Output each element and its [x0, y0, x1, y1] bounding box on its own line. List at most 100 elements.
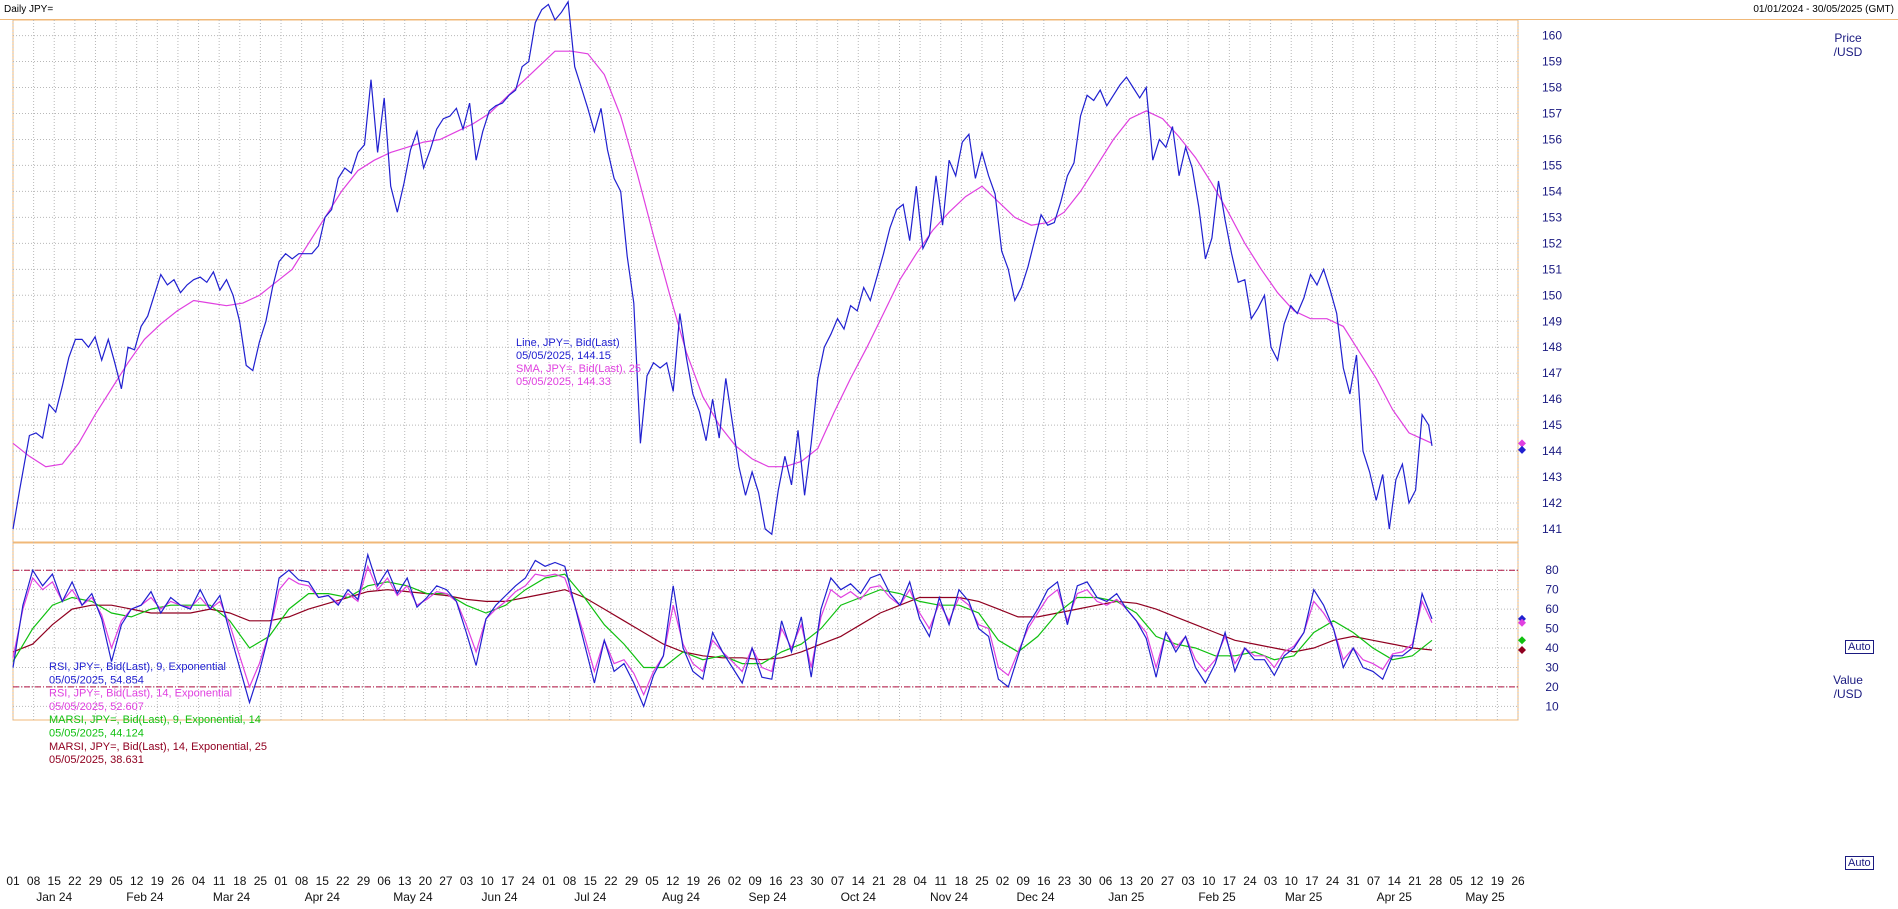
price-legend-entry: Line, JPY=, Bid(Last) [516, 337, 620, 349]
x-month-label: Mar 24 [213, 890, 251, 904]
x-day-tick-label: 03 [1181, 874, 1195, 888]
x-day-tick-label: 15 [584, 874, 598, 888]
indicator-legend-entry: 05/05/2025, 52.607 [49, 701, 144, 713]
x-day-tick-label: 13 [1120, 874, 1134, 888]
indicator-tick-label: 30 [1545, 660, 1559, 674]
x-day-tick-label: 03 [460, 874, 474, 888]
price-legend-entry: SMA, JPY=, Bid(Last), 25 [516, 363, 641, 375]
x-day-tick-label: 15 [316, 874, 330, 888]
price-tick-label: 159 [1542, 55, 1562, 69]
sma-line [12, 50, 1433, 468]
x-day-tick-label: 10 [1202, 874, 1216, 888]
x-day-tick-label: 11 [213, 874, 226, 888]
x-day-tick-label: 16 [769, 874, 783, 888]
x-day-tick-label: 02 [996, 874, 1010, 888]
indicator-legend-entry: 05/05/2025, 54.854 [49, 674, 144, 686]
x-day-tick-label: 29 [357, 874, 371, 888]
x-month-label: Nov 24 [930, 890, 968, 904]
x-day-tick-label: 19 [151, 874, 165, 888]
x-day-tick-label: 28 [1429, 874, 1443, 888]
x-day-tick-label: 14 [852, 874, 866, 888]
x-day-tick-label: 10 [1285, 874, 1299, 888]
indicator-legend-entry: 05/05/2025, 38.631 [49, 754, 144, 766]
price-tick-label: 147 [1542, 366, 1562, 380]
x-day-tick-label: 08 [295, 874, 309, 888]
indicator-last-marker [1518, 645, 1526, 654]
x-day-tick-label: 04 [913, 874, 927, 888]
x-day-tick-label: 27 [439, 874, 453, 888]
price-tick-label: 141 [1542, 522, 1562, 536]
indicator-last-marker [1518, 636, 1526, 645]
price-axis-unit: /USD [1834, 45, 1863, 59]
x-day-tick-label: 27 [1161, 874, 1175, 888]
price-tick-label: 154 [1542, 184, 1562, 198]
x-day-tick-label: 23 [1058, 874, 1072, 888]
x-day-tick-label: 05 [1449, 874, 1463, 888]
x-day-tick-label: 24 [1243, 874, 1257, 888]
x-month-label: Jul 24 [574, 890, 606, 904]
x-month-label: Jan 24 [36, 890, 72, 904]
x-month-label: Jan 25 [1108, 890, 1144, 904]
x-day-tick-label: 21 [1408, 874, 1422, 888]
x-day-tick-label: 19 [687, 874, 701, 888]
x-day-tick-label: 15 [48, 874, 62, 888]
indicator-panel-frame [12, 542, 1519, 721]
price-tick-label: 149 [1542, 314, 1562, 328]
x-day-tick-label: 13 [398, 874, 412, 888]
x-day-tick-label: 19 [1491, 874, 1505, 888]
price-legend-entry: 05/05/2025, 144.15 [516, 350, 611, 362]
x-day-tick-label: 12 [130, 874, 144, 888]
x-day-tick-label: 05 [109, 874, 123, 888]
indicator-tick-label: 50 [1545, 622, 1559, 636]
x-day-tick-label: 06 [1099, 874, 1113, 888]
indicator-tick-label: 40 [1545, 641, 1559, 655]
indicator-legend-entry: MARSI, JPY=, Bid(Last), 14, Exponential,… [49, 741, 267, 753]
x-day-tick-label: 23 [790, 874, 804, 888]
price-legend-entry: 05/05/2025, 144.33 [516, 376, 611, 388]
indicator-auto-scale-button[interactable]: Auto [1845, 856, 1874, 870]
rsi-9-line [12, 552, 1433, 709]
x-day-tick-label: 08 [27, 874, 41, 888]
x-month-label: May 25 [1465, 890, 1505, 904]
x-day-tick-label: 25 [254, 874, 268, 888]
x-day-tick-label: 01 [6, 874, 20, 888]
x-day-tick-label: 08 [563, 874, 577, 888]
x-day-tick-label: 30 [1078, 874, 1092, 888]
price-tick-label: 142 [1542, 496, 1562, 510]
x-day-tick-label: 17 [501, 874, 515, 888]
price-auto-scale-button[interactable]: Auto [1845, 640, 1874, 654]
price-tick-label: 157 [1542, 106, 1562, 120]
x-day-tick-label: 20 [419, 874, 433, 888]
x-month-label: Sep 24 [749, 890, 787, 904]
indicator-legend-entry: MARSI, JPY=, Bid(Last), 9, Exponential, … [49, 714, 261, 726]
price-tick-label: 158 [1542, 81, 1562, 95]
sma-last-marker [1518, 439, 1526, 448]
indicator-tick-label: 80 [1545, 563, 1559, 577]
x-day-tick-label: 06 [377, 874, 391, 888]
price-tick-label: 151 [1542, 262, 1562, 276]
indicator-axis-unit: /USD [1834, 687, 1863, 701]
x-day-tick-label: 24 [1326, 874, 1340, 888]
x-day-tick-label: 14 [1388, 874, 1402, 888]
rsi-14-line [12, 564, 1433, 697]
price-line [12, 0, 1433, 536]
x-day-tick-label: 22 [68, 874, 82, 888]
x-day-tick-label: 21 [872, 874, 886, 888]
marsi-14-line [12, 589, 1433, 661]
indicator-axis-title: Value [1833, 673, 1863, 687]
x-day-tick-label: 17 [1223, 874, 1237, 888]
indicator-tick-label: 60 [1545, 602, 1559, 616]
price-tick-label: 152 [1542, 236, 1562, 250]
x-day-tick-label: 26 [171, 874, 185, 888]
price-axis-title: Price [1834, 31, 1862, 45]
x-day-tick-label: 01 [542, 874, 556, 888]
x-day-tick-label: 29 [625, 874, 639, 888]
x-day-tick-label: 09 [1017, 874, 1031, 888]
indicator-last-marker [1518, 618, 1526, 627]
x-day-tick-label: 11 [935, 874, 948, 888]
price-tick-label: 150 [1542, 288, 1562, 302]
x-day-tick-label: 29 [89, 874, 103, 888]
x-day-tick-label: 26 [1511, 874, 1525, 888]
x-month-label: Feb 25 [1198, 890, 1236, 904]
